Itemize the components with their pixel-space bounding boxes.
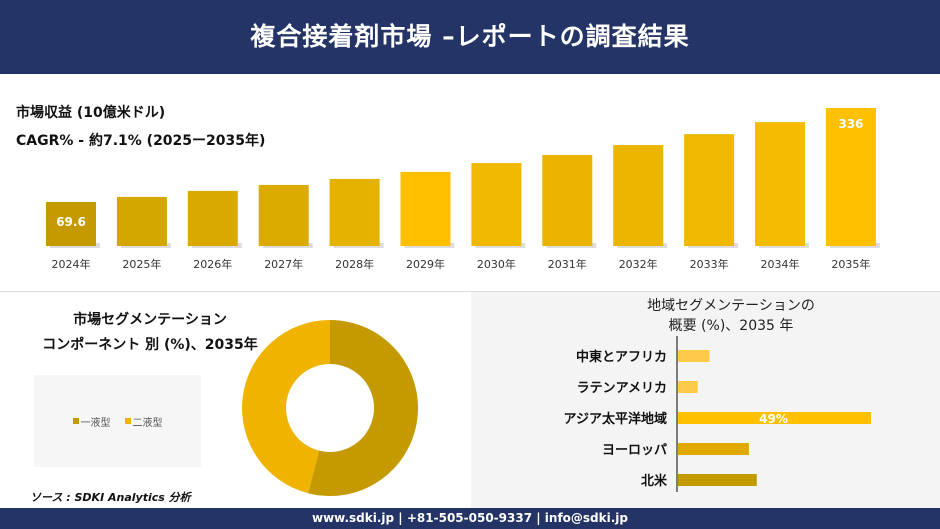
regional-title-line-1: 地域セグメンテーションの [647,298,815,314]
x-tick-label: 2034年 [761,257,800,271]
legend-swatch [124,418,131,424]
component-title-line-1: 市場セグメンテーション [73,312,227,328]
bar-2026年 [187,190,238,246]
x-tick-label: 2026年 [193,257,232,271]
revenue-bar-chart: 2024年 69.6 2025年 2026年 2027年 2028年 2029年 2030年 2… [46,108,880,271]
cagr-label: CAGR% - 約7.1% (2025ー2035年) [16,133,266,149]
report-title: 複合接着剤市場 –レポートの調査結果 [0,0,940,74]
source-note: ソース : SDKI Analytics 分析 [30,491,191,504]
x-tick-label: 2028年 [335,257,374,271]
bar-2033年 [684,134,735,246]
x-tick-label: 2033年 [690,257,729,271]
bar-2030年 [471,163,522,246]
bar-2035年 [825,108,876,246]
x-tick-label: 2027年 [264,257,303,271]
bar-中東とアフリカ [678,350,710,362]
category-label: ラテンアメリカ [577,381,667,396]
donut-legend: 一液型 二液型 [34,375,201,467]
x-tick-label: 2030年 [477,257,516,271]
bar-2028年 [329,178,380,246]
bar-北米 [678,474,757,486]
legend-item-one-part: 一液型 [72,414,111,429]
bar-2034年 [755,122,805,246]
bar-data-label: 69.6 [56,215,86,229]
category-label: 北米 [641,473,668,489]
donut-slice-二液型 [241,320,330,494]
revenue-label: 市場収益 (10億米ドル) [16,105,166,121]
bar-アジア太平洋地域 [678,412,871,424]
regional-chart-title: 地域セグメンテーションの 概要 (%)、2035 年 [601,296,861,336]
bar-2031年 [542,154,593,246]
bar-2029年 [400,171,451,246]
bar-data-label: 336 [838,117,863,131]
divider [0,291,940,292]
bar-data-label: 49% [759,412,788,426]
legend-label: 二液型 [132,417,163,429]
component-chart-title: 市場セグメンテーション コンポーネント 別 (%)、2035年 [0,308,300,358]
regional-title-line-2: 概要 (%)、2035 年 [668,318,794,334]
x-tick-label: 2029年 [406,257,445,271]
bar-2032年 [613,145,664,246]
component-donut-chart [241,320,418,496]
donut-slice-一液型 [308,320,418,496]
category-label: 中東とアフリカ [576,349,667,365]
legend-item-two-part: 二液型 [124,414,163,429]
x-tick-label: 2025年 [122,257,161,271]
footer-contact: www.sdki.jp | +81-505-050-9337 | info@sd… [0,508,940,529]
bar-2025年 [116,196,167,246]
bar-2027年 [258,184,309,246]
x-tick-label: 2035年 [831,257,870,271]
component-title-line-2: コンポーネント 別 (%)、2035年 [42,337,258,353]
regional-panel: 地域セグメンテーションの 概要 (%)、2035 年 中東とアフリカ ラテンアメリ… [471,292,940,508]
x-tick-label: 2032年 [619,257,658,271]
legend-label: 一液型 [80,417,111,429]
bar-ラテンアメリカ [678,381,698,393]
bar-2024年 [46,202,96,246]
bar-ヨーロッパ [678,443,749,455]
category-label: ヨーロッパ [602,443,667,458]
x-tick-label: 2024年 [52,257,91,271]
legend-swatch [72,418,79,424]
category-label: アジア太平洋地域 [564,411,667,427]
x-tick-label: 2031年 [548,257,587,271]
